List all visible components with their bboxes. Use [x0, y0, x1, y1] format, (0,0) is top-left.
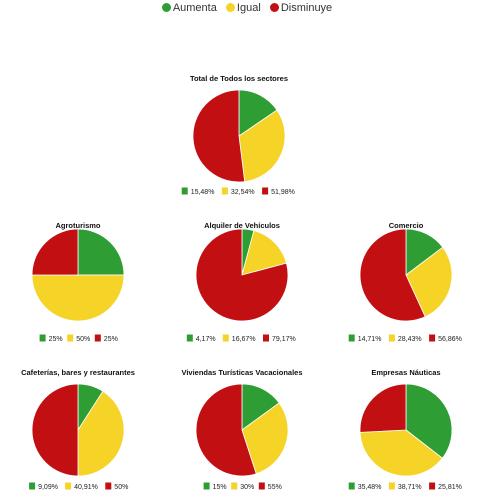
- legend-color-igual: [225, 3, 235, 12]
- pie-slice-igual[interactable]: [359, 429, 443, 477]
- pie-chart-viviendas-turisticas-vacacionales: Viviendas Turísticas Vacacionales 15% 30% 5…: [181, 368, 302, 491]
- pie-label-color-aumenta: [29, 482, 36, 490]
- legend-color-disminuye: [269, 3, 279, 12]
- pie-label-color-igual: [388, 334, 395, 342]
- pie-value-label-aumenta: 4,17%: [196, 336, 216, 343]
- pie-chart-agroturismo: Agroturismo 25% 50% 25%: [31, 221, 125, 343]
- pie-value-label-disminuye: 51,98%: [271, 189, 295, 196]
- pie-label-color-igual: [65, 482, 72, 490]
- pie-chart-cafeterias-bares-y-restaurantes: Cafeterías, bares y restaurantes 9,09% 40,…: [21, 368, 135, 491]
- pie-label-color-igual: [67, 334, 74, 342]
- pie-label-color-aumenta: [186, 334, 193, 342]
- pie-chart-empresas-nauticas: Empresas Náuticas 35,48% 38,71% 25,81%: [348, 368, 462, 491]
- pie-label-color-aumenta: [39, 334, 46, 342]
- pie-slice-disminuye[interactable]: [31, 383, 79, 477]
- pie-label-color-igual: [388, 482, 395, 490]
- chart-legend: Aumenta Igual Disminuye: [0, 2, 494, 14]
- legend-item-igual[interactable]: Igual: [225, 2, 261, 14]
- pie-label-color-disminuye: [105, 482, 112, 490]
- pie-slice-disminuye[interactable]: [359, 383, 407, 433]
- pie-chart-alquiler-de-vehiculos: Alquiler de Vehículos 4,17% 16,67% 79,17%: [186, 221, 296, 343]
- pie-value-label-disminuye: 56,86%: [438, 336, 462, 343]
- pie-value-label-aumenta: 9,09%: [38, 484, 58, 491]
- pie-slice-disminuye[interactable]: [359, 228, 426, 322]
- legend-color-aumenta: [161, 3, 171, 12]
- legend-label-igual: Igual: [236, 2, 261, 14]
- pie-label-color-igual: [222, 334, 229, 342]
- pie-label-color-disminuye: [429, 482, 436, 490]
- pie-value-label-igual: 16,67%: [232, 336, 256, 343]
- pie-title: Total de Todos los sectores: [190, 74, 288, 83]
- pie-value-label-igual: 38,71%: [398, 484, 422, 491]
- pie-value-label-disminuye: 25,81%: [438, 484, 462, 491]
- pie-value-label-disminuye: 50%: [114, 484, 128, 491]
- pie-label-color-disminuye: [258, 482, 265, 490]
- legend-label-aumenta: Aumenta: [172, 2, 217, 14]
- pie-slice-igual[interactable]: [241, 230, 287, 276]
- pie-slice-disminuye[interactable]: [195, 383, 257, 477]
- pie-slice-disminuye[interactable]: [31, 228, 79, 276]
- pie-value-label-aumenta: 14,71%: [358, 336, 382, 343]
- pie-value-label-igual: 50%: [76, 336, 90, 343]
- pie-chart-comercio: Comercio 14,71% 28,43% 56,86%: [348, 221, 462, 343]
- pie-value-label-igual: 40,91%: [74, 484, 98, 491]
- pie-title: Viviendas Turísticas Vacacionales: [181, 368, 302, 377]
- pie-value-label-igual: 28,43%: [398, 336, 422, 343]
- pie-label-color-igual: [221, 187, 228, 195]
- pie-value-label-disminuye: 25%: [104, 336, 118, 343]
- pie-slice-igual[interactable]: [238, 109, 286, 183]
- pie-value-label-aumenta: 25%: [49, 336, 63, 343]
- legend-item-disminuye[interactable]: Disminuye: [269, 2, 333, 14]
- pie-slice-aumenta[interactable]: [405, 383, 453, 459]
- pie-title: Alquiler de Vehículos: [204, 221, 280, 230]
- legend-label-disminuye: Disminuye: [280, 2, 333, 14]
- pie-label-color-aumenta: [181, 187, 188, 195]
- pie-value-label-igual: 32,54%: [231, 189, 255, 196]
- pie-title: Empresas Náuticas: [371, 368, 440, 377]
- pie-slice-igual[interactable]: [31, 274, 125, 322]
- pie-value-label-aumenta: 15,48%: [191, 189, 215, 196]
- pie-label-color-aumenta: [203, 482, 210, 490]
- pie-slice-disminuye[interactable]: [192, 89, 246, 183]
- pie-label-color-disminuye: [263, 334, 269, 342]
- pie-label-color-igual: [231, 482, 238, 490]
- pie-value-label-aumenta: 35,48%: [358, 484, 382, 491]
- pie-label-color-aumenta: [348, 334, 355, 342]
- pie-value-label-disminuye: 55%: [268, 484, 282, 491]
- legend-item-aumenta[interactable]: Aumenta: [161, 2, 217, 14]
- pie-label-color-disminuye: [262, 187, 269, 195]
- pie-label-color-disminuye: [429, 334, 436, 342]
- pie-value-label-igual: 30%: [240, 484, 254, 491]
- pie-slice-igual[interactable]: [241, 402, 289, 475]
- pie-slice-disminuye[interactable]: [195, 228, 289, 322]
- pie-title: Cafeterías, bares y restaurantes: [21, 368, 135, 377]
- pie-slice-igual[interactable]: [77, 390, 125, 477]
- pie-slice-aumenta[interactable]: [77, 228, 125, 276]
- pie-chart-total-de-todos-los-sectores: Total de Todos los sectores 15,48% 32,54% 5…: [181, 74, 295, 196]
- pie-value-label-disminuye: 79,17%: [272, 336, 296, 343]
- pie-label-color-aumenta: [348, 482, 355, 490]
- pie-value-label-aumenta: 15%: [213, 484, 227, 491]
- pie-label-color-disminuye: [94, 334, 101, 342]
- pie-title: Comercio: [389, 221, 424, 230]
- pie-title: Agroturismo: [56, 221, 101, 230]
